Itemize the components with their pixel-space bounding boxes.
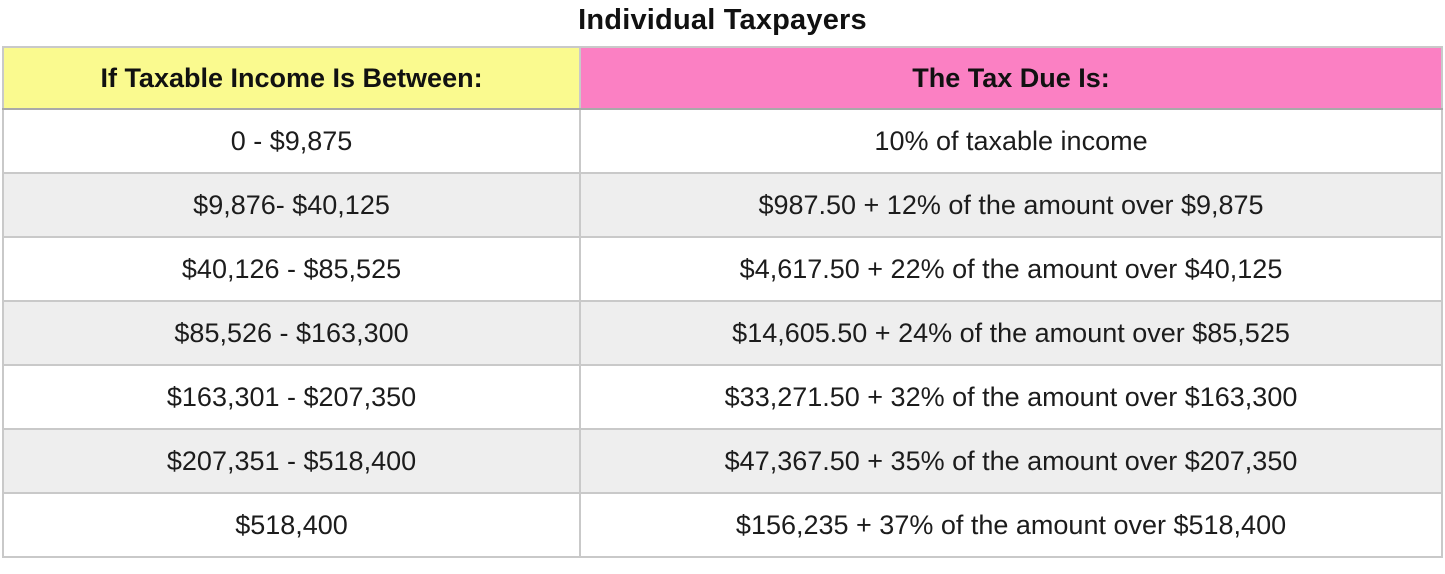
tax-due-cell: $47,367.50 + 35% of the amount over $207… (579, 428, 1443, 494)
tax-due-cell: $987.50 + 12% of the amount over $9,875 (579, 172, 1443, 238)
page-title: Individual Taxpayers (578, 4, 867, 36)
table-row: $9,876- $40,125 $987.50 + 12% of the amou… (1, 172, 1443, 238)
table-row: $207,351 - $518,400 $47,367.50 + 35% of t… (1, 428, 1443, 494)
table-row: 0 - $9,875 10% of taxable income (1, 108, 1443, 174)
income-range-cell: $40,126 - $85,525 (1, 236, 582, 302)
income-range-cell: $9,876- $40,125 (1, 172, 582, 238)
income-range-cell: $85,526 - $163,300 (1, 300, 582, 366)
column-header-tax-due: The Tax Due Is: (579, 46, 1443, 110)
income-range-cell: $163,301 - $207,350 (1, 364, 582, 430)
tax-due-cell: $33,271.50 + 32% of the amount over $163… (579, 364, 1443, 430)
table-row: $40,126 - $85,525 $4,617.50 + 22% of the … (1, 236, 1443, 302)
tax-due-cell: $14,605.50 + 24% of the amount over $85,… (579, 300, 1443, 366)
tax-due-cell: $156,235 + 37% of the amount over $518,4… (579, 492, 1443, 558)
table-row: $85,526 - $163,300 $14,605.50 + 24% of th… (1, 300, 1443, 366)
table-row: $163,301 - $207,350 $33,271.50 + 32% of t… (1, 364, 1443, 430)
tax-due-cell: 10% of taxable income (579, 108, 1443, 174)
table-row: $518,400 $156,235 + 37% of the amount ove… (1, 492, 1443, 558)
tax-due-cell: $4,617.50 + 22% of the amount over $40,1… (579, 236, 1443, 302)
income-range-cell: $518,400 (1, 492, 582, 558)
tax-brackets-table: If Taxable Income Is Between: The Tax Du… (1, 46, 1443, 558)
table-body: 0 - $9,875 10% of taxable income $9,876- $… (1, 108, 1443, 558)
income-range-cell: $207,351 - $518,400 (1, 428, 582, 494)
column-header-taxable-income: If Taxable Income Is Between: (1, 46, 582, 110)
income-range-cell: 0 - $9,875 (1, 108, 582, 174)
table-header-row: If Taxable Income Is Between: The Tax Du… (1, 46, 1443, 110)
